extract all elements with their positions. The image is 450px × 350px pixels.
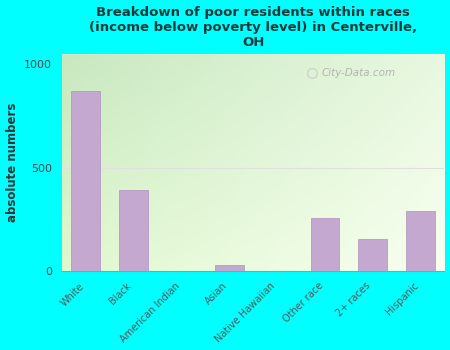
Bar bbox=[358, 239, 387, 271]
Text: City-Data.com: City-Data.com bbox=[322, 69, 396, 78]
Bar bbox=[119, 190, 148, 271]
Bar bbox=[72, 91, 100, 271]
Bar bbox=[310, 218, 339, 271]
Bar bbox=[215, 265, 243, 271]
Title: Breakdown of poor residents within races
(income below poverty level) in Centerv: Breakdown of poor residents within races… bbox=[89, 6, 417, 49]
Bar bbox=[406, 211, 435, 271]
Y-axis label: absolute numbers: absolute numbers bbox=[5, 103, 18, 222]
